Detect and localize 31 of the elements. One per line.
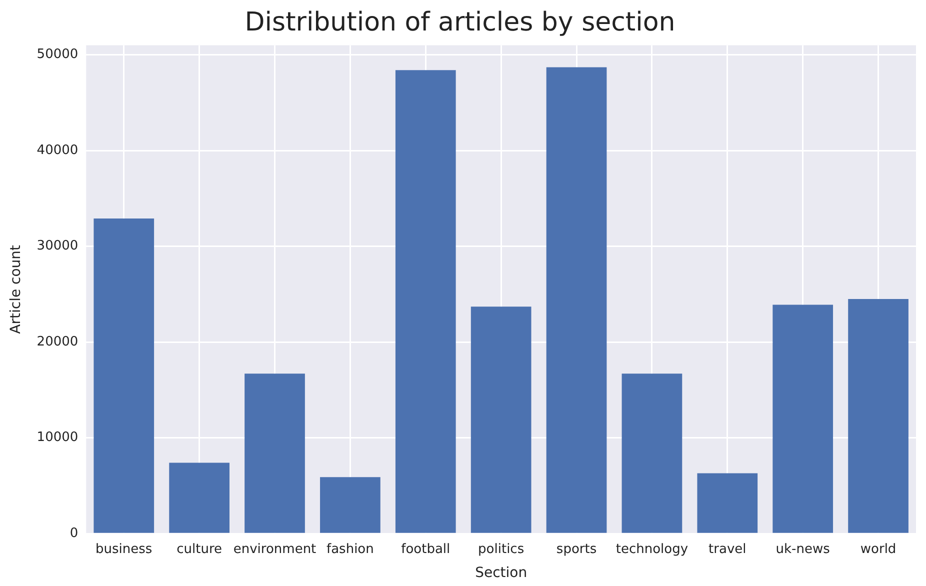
x-tick-label: environment xyxy=(233,542,316,557)
y-axis-title: Article count xyxy=(8,244,24,334)
bar xyxy=(546,67,607,533)
x-tick-label: business xyxy=(96,542,152,557)
y-tick-label: 30000 xyxy=(36,238,78,254)
y-tick-label: 10000 xyxy=(36,430,78,446)
bar xyxy=(622,374,682,533)
x-axis-title: Section xyxy=(475,565,528,582)
chart-title: Distribution of articles by section xyxy=(244,7,676,38)
bar xyxy=(848,298,908,533)
y-tick-label: 20000 xyxy=(36,334,78,350)
x-tick-label: fashion xyxy=(326,542,374,557)
bar xyxy=(244,374,305,533)
y-tick-label: 0 xyxy=(70,526,78,541)
bar xyxy=(470,306,532,533)
x-tick-label: culture xyxy=(176,542,222,557)
x-tick-label: world xyxy=(860,542,896,557)
bar xyxy=(169,462,230,533)
bar xyxy=(395,70,456,533)
y-tick-label: 40000 xyxy=(36,142,78,158)
x-tick-label: politics xyxy=(478,542,524,557)
x-tick-label: technology xyxy=(616,542,688,557)
y-tick-label: 50000 xyxy=(36,47,78,62)
x-tick-label: sports xyxy=(556,542,597,557)
x-tick-label: football xyxy=(401,542,450,557)
x-tick-label: uk-news xyxy=(776,542,830,557)
bar xyxy=(94,218,154,533)
bar xyxy=(320,477,380,533)
bar xyxy=(697,473,758,533)
bar xyxy=(772,304,834,533)
x-tick-label: travel xyxy=(708,542,746,557)
